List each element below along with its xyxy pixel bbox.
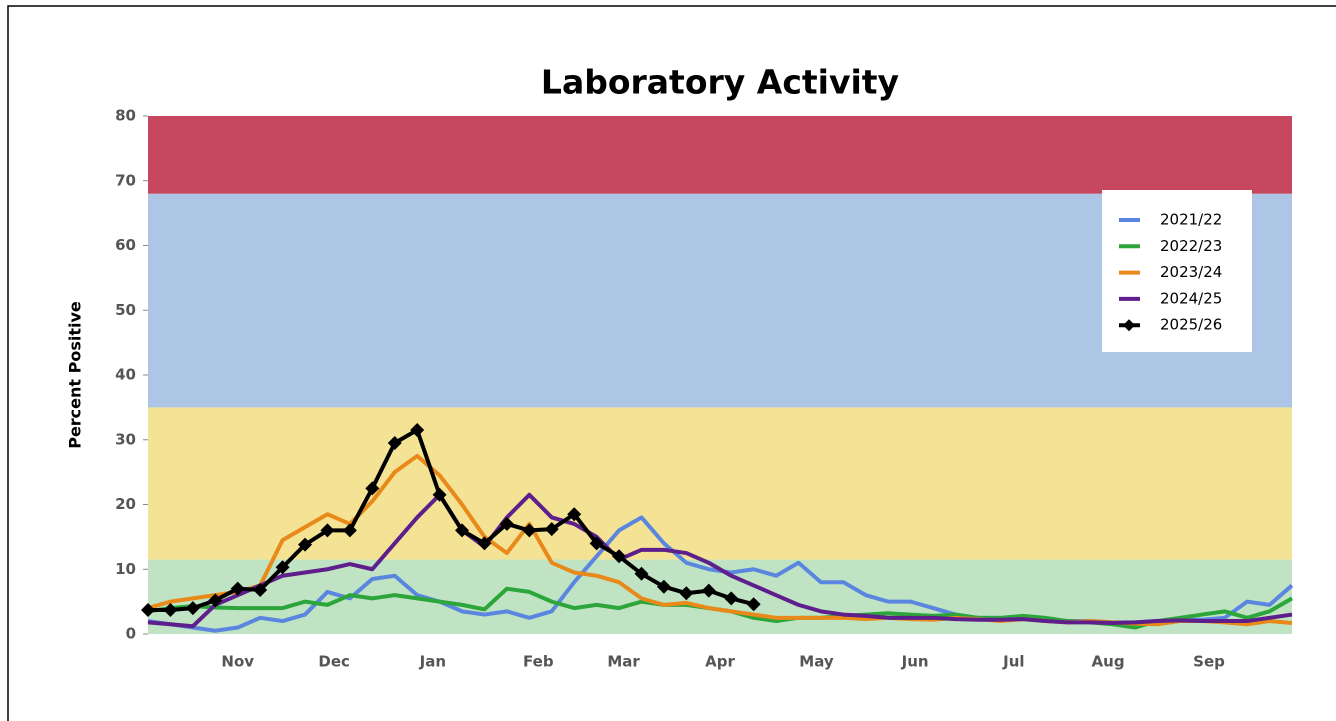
- data-point: [634, 566, 649, 581]
- y-tick-label: 70: [115, 171, 136, 189]
- data-point: [522, 523, 537, 538]
- x-tick-label: May: [799, 653, 834, 671]
- data-point: [477, 536, 492, 551]
- data-point: [275, 560, 290, 575]
- y-tick-label: 80: [115, 107, 136, 125]
- data-point: [141, 603, 155, 618]
- legend-label: 2023/24: [1160, 263, 1222, 281]
- data-point: [746, 597, 761, 612]
- data-point: [567, 507, 582, 522]
- data-point: [544, 522, 559, 537]
- y-tick-label: 60: [115, 236, 136, 254]
- data-point: [410, 423, 425, 438]
- data-point: [589, 536, 604, 551]
- data-point: [387, 435, 402, 450]
- data-point: [499, 516, 514, 531]
- threshold-band: [148, 116, 1292, 194]
- y-tick-label: 30: [115, 430, 136, 448]
- series-line: [148, 428, 755, 613]
- x-tick-label: Dec: [318, 653, 350, 671]
- data-point: [208, 593, 223, 608]
- threshold-band: [148, 193, 1292, 408]
- data-point: [656, 579, 671, 594]
- data-point: [365, 481, 380, 496]
- legend-label: 2024/25: [1160, 289, 1222, 307]
- data-point: [432, 487, 447, 502]
- y-tick-label: 40: [115, 366, 136, 384]
- x-tick-label: Apr: [705, 653, 735, 671]
- x-tick-label: Nov: [221, 653, 254, 671]
- threshold-band: [148, 407, 1292, 560]
- data-point: [342, 523, 357, 538]
- y-tick-label: 50: [115, 301, 136, 319]
- y-tick-label: 0: [126, 625, 136, 643]
- data-point: [253, 582, 268, 597]
- x-tick-label: Feb: [523, 653, 554, 671]
- data-point: [320, 523, 335, 538]
- x-tick-label: Jul: [1002, 653, 1024, 671]
- y-axis-label: Percent Positive: [66, 301, 85, 449]
- data-point: [298, 537, 313, 552]
- y-tick-label: 20: [115, 495, 136, 513]
- data-point: [724, 591, 739, 606]
- x-tick-label: Aug: [1092, 653, 1125, 671]
- data-point: [185, 601, 200, 616]
- series-line: [147, 492, 1293, 629]
- legend-label: 2021/22: [1160, 211, 1222, 229]
- data-point: [679, 586, 694, 601]
- x-tick-label: Jan: [419, 653, 446, 671]
- x-tick-label: Jun: [901, 653, 929, 671]
- chart-title: Laboratory Activity: [541, 63, 899, 102]
- data-point: [455, 523, 470, 538]
- frame: [7, 5, 1336, 721]
- y-tick-label: 10: [115, 560, 136, 578]
- x-tick-label: Mar: [607, 653, 640, 671]
- legend-marker: [1123, 319, 1135, 332]
- data-point: [701, 583, 716, 598]
- legend-label: 2025/26: [1160, 316, 1222, 334]
- legend-label: 2022/23: [1160, 237, 1222, 255]
- x-tick-label: Sep: [1193, 653, 1225, 671]
- data-point: [230, 581, 245, 596]
- data-point: [163, 603, 178, 618]
- data-point: [612, 549, 627, 564]
